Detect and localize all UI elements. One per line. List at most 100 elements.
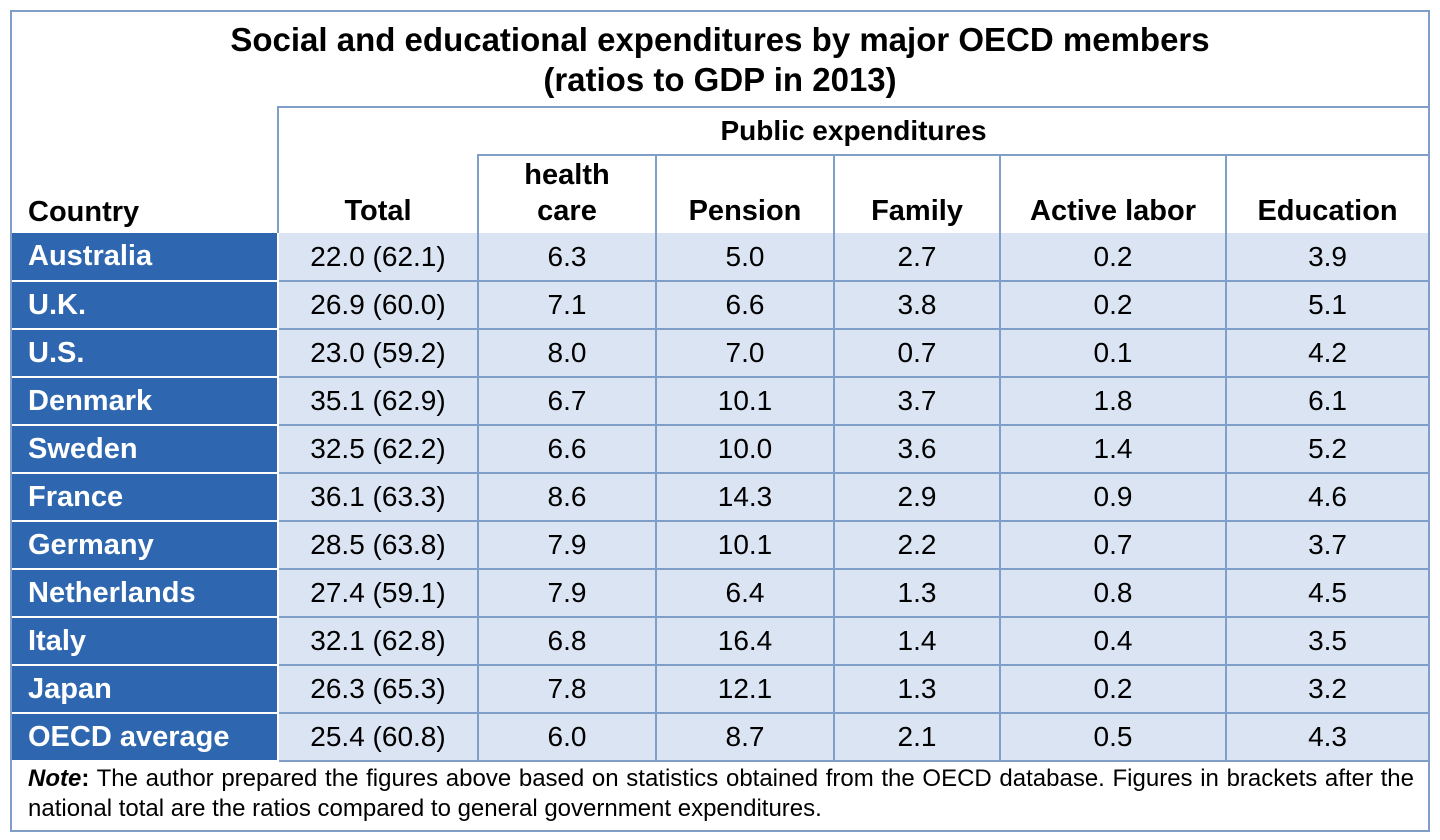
figure-frame: Social and educational expenditures by m… xyxy=(10,10,1430,832)
table-row: Italy 32.1 (62.8) 6.8 16.4 1.4 0.4 3.5 xyxy=(12,617,1429,666)
pension-cell: 10.1 xyxy=(655,521,834,570)
table-row: Japan 26.3 (65.3) 7.8 12.1 1.3 0.2 3.2 xyxy=(12,665,1429,714)
family-cell: 1.3 xyxy=(833,665,1000,714)
note-colon: : xyxy=(81,765,90,792)
table-row: Denmark 35.1 (62.9) 6.7 10.1 3.7 1.8 6.1 xyxy=(12,377,1429,426)
country-cell: Denmark xyxy=(12,377,279,426)
country-cell: OECD average xyxy=(12,713,279,762)
education-cell: 4.5 xyxy=(1224,569,1429,618)
total-cell: 25.4 (60.8) xyxy=(277,713,478,762)
pension-cell: 10.1 xyxy=(655,377,834,426)
health-care-line-1: health xyxy=(524,159,610,191)
pension-cell: 12.1 xyxy=(655,665,834,714)
country-cell: U.K. xyxy=(12,281,279,330)
header-blank xyxy=(12,107,278,155)
family-cell: 1.3 xyxy=(833,569,1000,618)
education-cell: 6.1 xyxy=(1224,377,1429,426)
header-group-row: Public expenditures xyxy=(12,106,1429,155)
country-column-header: Country xyxy=(28,196,140,228)
table-row: Germany 28.5 (63.8) 7.9 10.1 2.2 0.7 3.7 xyxy=(12,521,1429,570)
table-note: Note: The author prepared the figures ab… xyxy=(12,762,1428,830)
table-body: Australia 22.0 (62.1) 6.3 5.0 2.7 0.2 3.9 U.K. 2… xyxy=(12,233,1429,762)
pension-cell: 6.6 xyxy=(655,281,834,330)
health-care-line-2: care xyxy=(537,195,597,227)
table-row: Sweden 32.5 (62.2) 6.6 10.0 3.6 1.4 5.2 xyxy=(12,425,1429,474)
pension-cell: 10.0 xyxy=(655,425,834,474)
country-cell: Germany xyxy=(12,521,279,570)
total-cell: 27.4 (59.1) xyxy=(277,569,478,618)
health-care-cell: 7.1 xyxy=(477,281,656,330)
expenditure-table: Public expenditures Country Total health… xyxy=(12,106,1429,762)
family-cell: 3.8 xyxy=(833,281,1000,330)
pension-cell: 6.4 xyxy=(655,569,834,618)
total-cell: 28.5 (63.8) xyxy=(277,521,478,570)
country-cell: Japan xyxy=(12,665,279,714)
country-cell: Netherlands xyxy=(12,569,279,618)
family-cell: 2.7 xyxy=(833,233,1000,282)
education-cell: 4.2 xyxy=(1224,329,1429,378)
health-care-cell: 6.8 xyxy=(477,617,656,666)
total-cell: 36.1 (63.3) xyxy=(277,473,478,522)
table-row: U.K. 26.9 (60.0) 7.1 6.6 3.8 0.2 5.1 xyxy=(12,281,1429,330)
total-column-header: Total xyxy=(277,155,478,233)
family-cell: 2.2 xyxy=(833,521,1000,570)
family-cell: 1.4 xyxy=(833,617,1000,666)
health-care-cell: 8.0 xyxy=(477,329,656,378)
health-care-cell: 6.6 xyxy=(477,425,656,474)
health-care-cell: 8.6 xyxy=(477,473,656,522)
health-care-cell: 6.0 xyxy=(477,713,656,762)
health-care-cell: 7.8 xyxy=(477,665,656,714)
education-cell: 4.3 xyxy=(1224,713,1429,762)
active-labor-column-header: Active labor xyxy=(999,154,1226,233)
pension-cell: 8.7 xyxy=(655,713,834,762)
active-labor-cell: 0.8 xyxy=(999,569,1226,618)
family-cell: 2.1 xyxy=(833,713,1000,762)
total-cell: 26.9 (60.0) xyxy=(277,281,478,330)
active-labor-cell: 0.9 xyxy=(999,473,1226,522)
family-cell: 3.7 xyxy=(833,377,1000,426)
health-care-cell: 7.9 xyxy=(477,521,656,570)
active-labor-cell: 0.2 xyxy=(999,281,1226,330)
family-cell: 0.7 xyxy=(833,329,1000,378)
table-row: Netherlands 27.4 (59.1) 7.9 6.4 1.3 0.8 4.5 xyxy=(12,569,1429,618)
country-cell: Italy xyxy=(12,617,279,666)
active-labor-cell: 0.2 xyxy=(999,233,1226,282)
country-cell: Australia xyxy=(12,233,279,282)
country-cell: France xyxy=(12,473,279,522)
total-cell: 26.3 (65.3) xyxy=(277,665,478,714)
active-labor-cell: 0.2 xyxy=(999,665,1226,714)
education-cell: 3.2 xyxy=(1224,665,1429,714)
education-column-header: Education xyxy=(1224,154,1429,233)
health-care-cell: 6.7 xyxy=(477,377,656,426)
education-cell: 4.6 xyxy=(1224,473,1429,522)
note-text: The author prepared the figures above ba… xyxy=(28,765,1414,822)
active-labor-cell: 0.5 xyxy=(999,713,1226,762)
pension-column-header: Pension xyxy=(655,154,834,233)
title-line-2: (ratios to GDP in 2013) xyxy=(543,61,897,98)
family-cell: 2.9 xyxy=(833,473,1000,522)
active-labor-cell: 0.1 xyxy=(999,329,1226,378)
table-row: Australia 22.0 (62.1) 6.3 5.0 2.7 0.2 3.9 xyxy=(12,233,1429,282)
title-line-1: Social and educational expenditures by m… xyxy=(230,21,1210,58)
table-row: OECD average 25.4 (60.8) 6.0 8.7 2.1 0.5 4.3 xyxy=(12,713,1429,762)
table-row: France 36.1 (63.3) 8.6 14.3 2.9 0.9 4.6 xyxy=(12,473,1429,522)
pension-cell: 5.0 xyxy=(655,233,834,282)
table-row: U.S. 23.0 (59.2) 8.0 7.0 0.7 0.1 4.2 xyxy=(12,329,1429,378)
pension-cell: 7.0 xyxy=(655,329,834,378)
country-cell: Sweden xyxy=(12,425,279,474)
public-expenditures-header: Public expenditures xyxy=(276,106,1429,155)
active-labor-cell: 1.4 xyxy=(999,425,1226,474)
education-cell: 3.5 xyxy=(1224,617,1429,666)
header-column-row: Country Total health care Pension Family… xyxy=(12,154,1429,233)
health-care-cell: 7.9 xyxy=(477,569,656,618)
active-labor-cell: 0.4 xyxy=(999,617,1226,666)
pension-cell: 14.3 xyxy=(655,473,834,522)
pension-cell: 16.4 xyxy=(655,617,834,666)
total-cell: 32.1 (62.8) xyxy=(277,617,478,666)
total-cell: 22.0 (62.1) xyxy=(277,233,478,282)
education-cell: 3.7 xyxy=(1224,521,1429,570)
table-title: Social and educational expenditures by m… xyxy=(12,12,1428,106)
country-cell: U.S. xyxy=(12,329,279,378)
total-cell: 32.5 (62.2) xyxy=(277,425,478,474)
note-label: Note xyxy=(28,765,82,792)
